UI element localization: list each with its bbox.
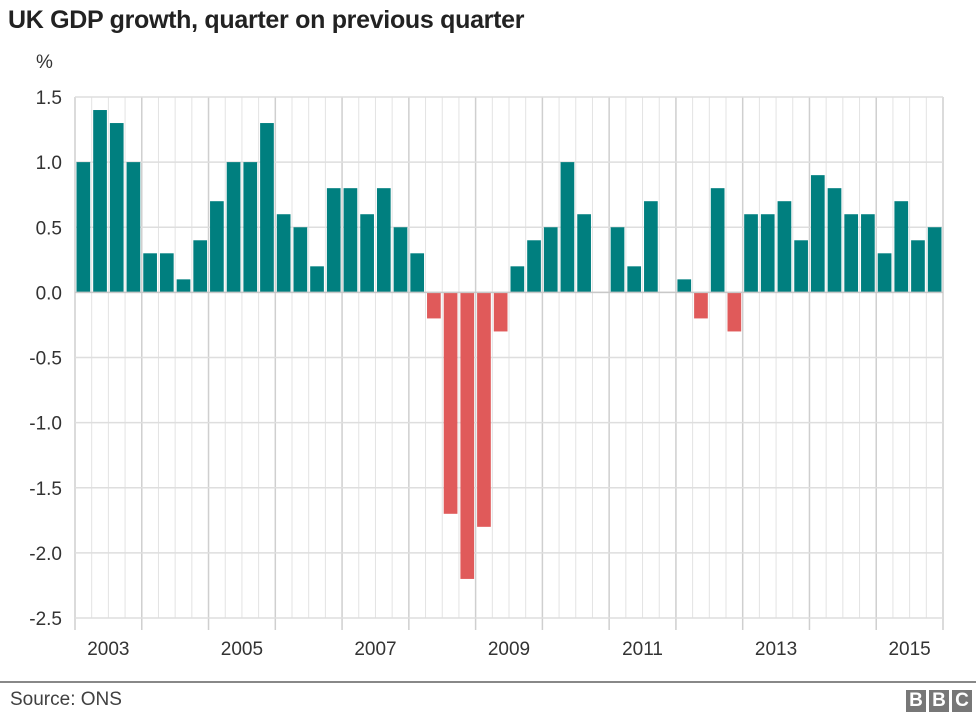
- bar-2004-q4: [193, 240, 208, 293]
- x-tick-label: 2005: [221, 639, 263, 660]
- bar-2008-q4: [460, 292, 475, 579]
- bar-2015-q4: [927, 227, 942, 293]
- bar-2009-q1: [477, 292, 491, 527]
- y-tick-label: -1.5: [29, 479, 62, 500]
- x-tick-label: 2003: [87, 639, 129, 660]
- x-tick-label: 2007: [354, 639, 396, 660]
- bar-2003-q3: [109, 123, 124, 293]
- footer-divider: [0, 681, 976, 683]
- bar-2008-q3: [443, 292, 458, 514]
- bar-2009-q2: [493, 292, 508, 332]
- bar-2006-q3: [310, 266, 324, 293]
- bar-2015-q1: [877, 253, 892, 293]
- y-axis-unit: %: [36, 52, 53, 73]
- bar-2006-q4: [326, 188, 341, 293]
- bar-2011-q2: [627, 266, 642, 293]
- bar-2007-q4: [393, 227, 408, 293]
- source-note: Source: ONS: [10, 689, 122, 710]
- y-tick-label: 0.0: [36, 283, 62, 304]
- bar-2004-q2: [159, 253, 174, 293]
- bar-2003-q4: [126, 162, 141, 293]
- x-tick-label: 2015: [888, 639, 930, 660]
- bar-2003-q1: [76, 162, 91, 293]
- bar-2005-q1: [210, 201, 224, 293]
- y-tick-label: 1.0: [36, 153, 62, 174]
- y-tick-label: 0.5: [36, 218, 62, 239]
- bar-2012-q4: [727, 292, 742, 332]
- bar-2014-q3: [844, 214, 859, 293]
- bar-2012-q1: [677, 279, 692, 293]
- bar-chart: 1.5 1.0 0.5 0.0 -0.5 -1.0 -1.5 -2.0 -2.5 2003 2005…: [29, 88, 944, 660]
- y-tick-label: -1.0: [29, 414, 62, 435]
- x-tick-label: 2009: [488, 639, 530, 660]
- bar-2015-q3: [911, 240, 925, 293]
- bar-2009-q4: [527, 240, 541, 293]
- bar-2005-q2: [226, 162, 241, 293]
- y-tick-label: 1.5: [36, 88, 62, 109]
- bar-2008-q2: [427, 292, 441, 319]
- bar-2003-q2: [93, 110, 107, 293]
- bar-2006-q1: [276, 214, 291, 293]
- bar-2007-q2: [360, 214, 374, 293]
- bar-2014-q1: [810, 175, 825, 293]
- bar-2012-q2: [694, 292, 708, 319]
- bar-2010-q3: [577, 214, 591, 293]
- x-tick-label: 2013: [755, 639, 797, 660]
- chart-title: UK GDP growth, quarter on previous quart…: [8, 6, 525, 34]
- bar-2014-q4: [861, 214, 875, 293]
- bar-2012-q3: [710, 188, 725, 293]
- bar-2013-q1: [744, 214, 758, 293]
- bar-2015-q2: [894, 201, 909, 293]
- bar-2005-q4: [260, 123, 274, 293]
- y-tick-label: -0.5: [29, 349, 62, 370]
- bar-2014-q2: [827, 188, 842, 293]
- bar-2008-q1: [410, 253, 425, 293]
- bar-2011-q3: [644, 201, 658, 293]
- bar-2004-q1: [143, 253, 157, 293]
- bar-2007-q1: [343, 188, 358, 293]
- bar-2013-q2: [760, 214, 775, 293]
- y-tick-label: -2.5: [29, 609, 62, 630]
- bar-2005-q3: [243, 162, 258, 293]
- bar-2013-q3: [777, 201, 792, 293]
- bar-2009-q3: [510, 266, 525, 293]
- bar-2006-q2: [293, 227, 308, 293]
- x-tick-label: 2011: [622, 639, 663, 660]
- bar-2010-q2: [560, 162, 575, 293]
- bar-2007-q3: [376, 188, 391, 293]
- bar-2010-q1: [543, 227, 558, 293]
- bar-2011-q1: [610, 227, 625, 293]
- y-tick-label: -2.0: [29, 544, 62, 565]
- bar-2004-q3: [176, 279, 191, 293]
- bar-2013-q4: [794, 240, 808, 293]
